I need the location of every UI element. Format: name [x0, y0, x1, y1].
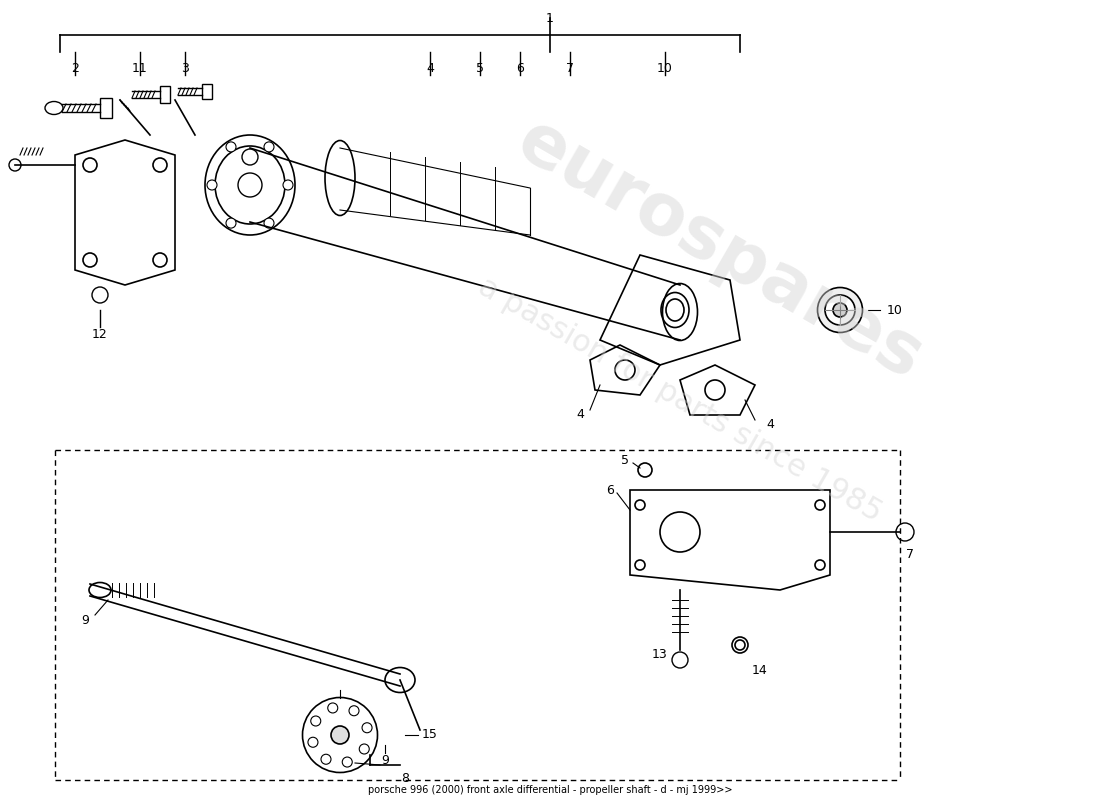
Bar — [160, 86, 170, 103]
Ellipse shape — [817, 287, 862, 333]
Circle shape — [207, 180, 217, 190]
Circle shape — [342, 757, 352, 767]
Ellipse shape — [45, 102, 63, 114]
Ellipse shape — [385, 667, 415, 693]
Text: eurospares: eurospares — [505, 106, 935, 394]
Ellipse shape — [89, 582, 111, 598]
Text: 13: 13 — [652, 649, 668, 662]
Circle shape — [362, 722, 372, 733]
Text: 7: 7 — [566, 62, 574, 74]
Ellipse shape — [825, 295, 855, 325]
Circle shape — [283, 180, 293, 190]
Text: 6: 6 — [516, 62, 524, 74]
Text: 10: 10 — [657, 62, 673, 74]
Circle shape — [308, 738, 318, 747]
Text: 8: 8 — [402, 771, 409, 785]
Text: 9: 9 — [381, 754, 389, 766]
Text: 15: 15 — [422, 729, 438, 742]
Text: 3: 3 — [182, 62, 189, 74]
Circle shape — [226, 142, 236, 152]
Circle shape — [896, 523, 914, 541]
Ellipse shape — [331, 726, 349, 744]
Circle shape — [264, 218, 274, 228]
Ellipse shape — [662, 283, 697, 341]
Text: 2: 2 — [72, 62, 79, 74]
Text: 5: 5 — [621, 454, 629, 466]
Circle shape — [360, 744, 370, 754]
Circle shape — [226, 218, 236, 228]
Circle shape — [264, 142, 274, 152]
Circle shape — [311, 716, 321, 726]
Text: 14: 14 — [752, 663, 768, 677]
Ellipse shape — [324, 141, 355, 215]
Circle shape — [238, 173, 262, 197]
Text: a passion for parts since 1985: a passion for parts since 1985 — [473, 272, 887, 528]
Text: 11: 11 — [132, 62, 147, 74]
Text: 9: 9 — [81, 614, 89, 626]
Text: 12: 12 — [92, 329, 108, 342]
Text: 5: 5 — [476, 62, 484, 74]
Ellipse shape — [833, 303, 847, 317]
Ellipse shape — [302, 698, 377, 773]
Circle shape — [92, 287, 108, 303]
Text: 4: 4 — [766, 418, 774, 431]
Bar — [100, 98, 112, 118]
Bar — [202, 84, 212, 99]
Circle shape — [349, 706, 359, 716]
Circle shape — [672, 652, 688, 668]
Text: porsche 996 (2000) front axle differential - propeller shaft - d - mj 1999>>: porsche 996 (2000) front axle differenti… — [367, 785, 733, 795]
Circle shape — [328, 703, 338, 713]
Text: 7: 7 — [906, 549, 914, 562]
Circle shape — [321, 754, 331, 764]
Text: 10: 10 — [887, 303, 903, 317]
Circle shape — [9, 159, 21, 171]
Text: 1: 1 — [546, 11, 554, 25]
Text: 4: 4 — [576, 409, 584, 422]
Text: 4: 4 — [426, 62, 433, 74]
Circle shape — [242, 149, 258, 165]
Text: 6: 6 — [606, 483, 614, 497]
